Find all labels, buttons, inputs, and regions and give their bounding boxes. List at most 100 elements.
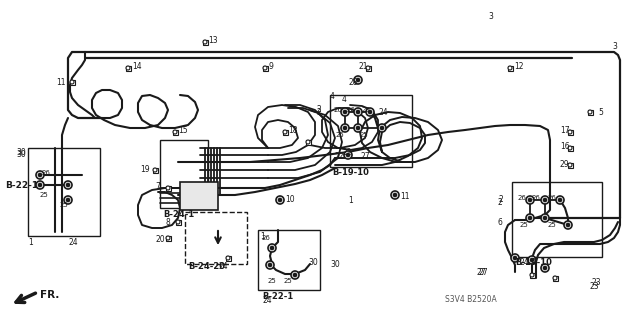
Circle shape [341, 108, 349, 116]
Bar [125, 66, 131, 70]
Circle shape [354, 124, 362, 132]
Bar [152, 167, 157, 172]
Bar [568, 130, 573, 134]
Circle shape [38, 173, 42, 177]
Text: 26: 26 [548, 195, 557, 201]
Circle shape [173, 130, 177, 134]
Circle shape [226, 256, 230, 260]
Circle shape [153, 168, 157, 172]
Bar [166, 186, 170, 190]
Circle shape [394, 194, 397, 196]
Text: 25: 25 [60, 202, 68, 208]
Text: 2: 2 [316, 105, 321, 114]
Circle shape [269, 263, 271, 267]
Circle shape [70, 80, 74, 84]
Bar [568, 163, 573, 167]
Text: B-22-1: B-22-1 [262, 292, 293, 301]
Bar [258, 230, 320, 290]
Bar [512, 182, 602, 257]
Bar [175, 220, 180, 225]
Circle shape [543, 198, 547, 202]
Circle shape [511, 254, 519, 262]
Circle shape [263, 66, 267, 70]
Text: 26: 26 [42, 170, 51, 176]
Circle shape [543, 217, 547, 220]
Circle shape [271, 246, 273, 250]
Text: 19: 19 [140, 165, 150, 174]
Text: 11: 11 [56, 78, 65, 87]
Text: 7: 7 [155, 182, 160, 191]
Circle shape [346, 154, 349, 156]
Circle shape [126, 66, 130, 70]
Text: 23: 23 [590, 282, 600, 291]
Circle shape [67, 198, 70, 202]
Text: 9: 9 [268, 62, 273, 71]
Text: B-24-20: B-24-20 [188, 262, 225, 271]
Circle shape [391, 191, 399, 199]
Text: 22: 22 [342, 148, 351, 157]
Circle shape [553, 276, 557, 280]
Text: 29: 29 [560, 160, 570, 169]
Circle shape [344, 110, 346, 114]
Circle shape [356, 78, 360, 82]
Text: 15: 15 [178, 126, 188, 135]
Text: 4: 4 [342, 95, 347, 104]
Text: 8: 8 [165, 218, 170, 227]
Text: B-19-10: B-19-10 [332, 168, 369, 177]
Text: 27: 27 [476, 268, 486, 277]
Text: 5: 5 [598, 108, 603, 117]
Text: 14: 14 [132, 62, 141, 71]
Bar [28, 148, 100, 236]
Text: 6: 6 [497, 218, 502, 227]
Text: 24: 24 [520, 258, 530, 267]
Text: 27: 27 [360, 152, 370, 161]
Circle shape [356, 126, 360, 130]
Circle shape [166, 186, 170, 190]
Circle shape [266, 261, 274, 269]
Circle shape [526, 196, 534, 204]
Circle shape [341, 124, 349, 132]
Circle shape [36, 181, 44, 189]
Bar [225, 255, 230, 260]
Text: 17: 17 [560, 126, 570, 135]
Text: 30: 30 [16, 148, 26, 157]
Bar [588, 109, 593, 115]
Circle shape [508, 66, 512, 70]
Text: 13: 13 [208, 36, 218, 45]
Text: 26: 26 [518, 195, 527, 201]
Bar [160, 140, 208, 208]
Circle shape [294, 274, 296, 276]
Bar [70, 79, 74, 84]
Text: 21: 21 [358, 62, 367, 71]
Circle shape [278, 198, 282, 202]
Circle shape [543, 267, 547, 269]
Text: 26: 26 [262, 235, 271, 241]
Bar [305, 140, 310, 145]
Circle shape [566, 223, 570, 227]
Circle shape [176, 220, 180, 224]
Text: 3: 3 [612, 42, 617, 51]
Circle shape [513, 257, 516, 260]
Text: 22: 22 [334, 152, 344, 161]
Text: 18: 18 [288, 126, 298, 135]
Text: S3V4 B2520A: S3V4 B2520A [445, 295, 497, 304]
Circle shape [530, 273, 534, 277]
Circle shape [306, 140, 310, 144]
Text: B-19-10: B-19-10 [515, 258, 552, 267]
Bar [180, 182, 218, 210]
Bar [173, 130, 177, 134]
Text: 20: 20 [155, 235, 164, 244]
Bar [568, 146, 573, 150]
Circle shape [556, 196, 564, 204]
Text: B-22-1: B-22-1 [5, 180, 38, 189]
Text: 24: 24 [378, 108, 388, 117]
Bar [365, 66, 371, 70]
Circle shape [166, 236, 170, 240]
Circle shape [203, 40, 207, 44]
Circle shape [381, 126, 383, 130]
Circle shape [291, 271, 299, 279]
Text: 24: 24 [262, 296, 271, 305]
Circle shape [531, 259, 534, 261]
Text: 1: 1 [28, 238, 33, 247]
Text: 25: 25 [268, 278, 276, 284]
